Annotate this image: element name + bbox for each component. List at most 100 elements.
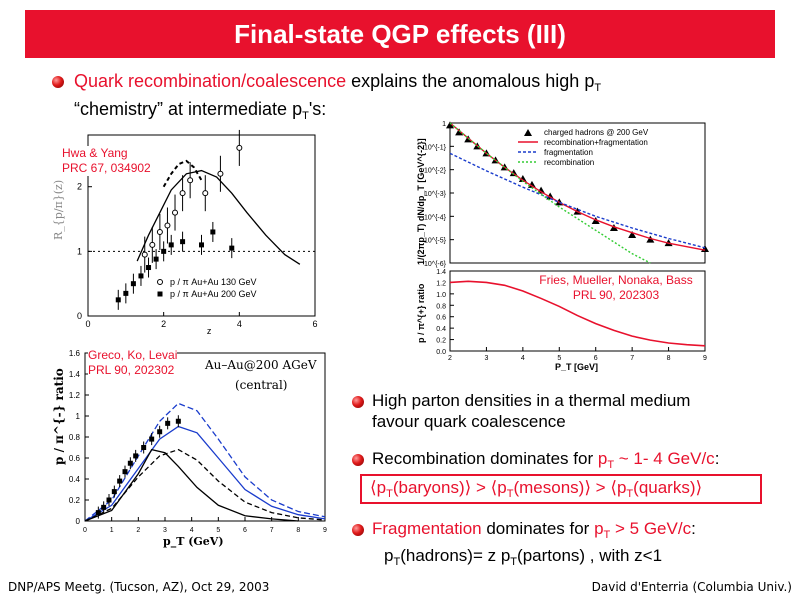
bullet-icon	[352, 454, 364, 466]
subscript: T	[594, 82, 602, 94]
title-banner: Final-state QGP effects (III)	[25, 10, 775, 58]
y-tick-label: 10^{-6}	[424, 261, 447, 268]
data-point-130gev	[236, 144, 243, 151]
ratio-ylabel: p / π^{+} ratio	[416, 283, 426, 343]
x-tick-label: 2	[136, 527, 140, 534]
spectrum-ylabel: 1/(2πp_T) dN/dp_T [GeV^{-2}]	[416, 138, 426, 265]
y-tick-label: 0.8	[69, 433, 81, 442]
data-point-130gev	[202, 190, 209, 197]
bullet-3-text: Recombination dominates for pT ~ 1- 4 Ge…	[372, 448, 720, 471]
pt-symbol: p	[594, 519, 604, 538]
greco-plot: 0 1 2 3 4 5 6 7 8 9 0 0.2 0.4 0.6 0.8 1 1.2 1.4 1.6 p / π^…	[45, 345, 330, 550]
y-tick-label: 0.4	[436, 326, 446, 333]
bullet-4-text: Fragmentation dominates for pT > 5 GeV/c…	[372, 518, 696, 541]
y-tick-label: 1	[442, 121, 446, 128]
x-tick-label: 4	[237, 319, 242, 329]
data-point	[101, 504, 107, 510]
data-point	[111, 489, 117, 495]
bullet-icon	[352, 396, 364, 408]
bullet-4-mid: dominates for	[481, 519, 595, 538]
y-tick-label: 1.6	[69, 349, 81, 358]
y-tick-label: 1.2	[436, 280, 446, 287]
formula-part: (hadrons)= z p	[400, 546, 511, 565]
x-tick-label: 7	[630, 355, 634, 362]
greco-xlabel: p_T (GeV)	[163, 535, 224, 549]
x-tick-label: 5	[557, 355, 561, 362]
subscript: T	[506, 488, 514, 500]
bullet-4-subline: pT(hadrons)= z pT(partons) , with z<1	[384, 545, 662, 568]
subscript: T	[603, 529, 611, 541]
y-tick-label: 0.0	[436, 349, 446, 356]
citation-line: PRC 67, 034902	[62, 161, 151, 175]
data-point	[106, 497, 112, 503]
data-point-200gev	[180, 239, 186, 245]
x-tick-label: 4	[190, 527, 194, 534]
data-point	[149, 436, 155, 442]
data-point	[133, 453, 139, 459]
bullet-1-text: 's:	[308, 99, 327, 119]
colon: :	[691, 519, 696, 538]
y-tick-label: 1.0	[436, 292, 446, 299]
x-tick-label: 0	[83, 527, 87, 534]
citation-line: Greco, Ko, Levai	[88, 348, 178, 362]
data-point-130gev	[187, 177, 194, 184]
curve-recombination	[449, 122, 651, 264]
data-point-130gev	[164, 222, 171, 229]
model-curve	[136, 169, 301, 265]
bullet-icon	[352, 524, 364, 536]
x-tick-label: 2	[161, 319, 166, 329]
footer-left: DNP/APS Meetg. (Tucson, AZ), Oct 29, 200…	[8, 580, 270, 594]
data-point	[95, 510, 101, 516]
data-point-charged-hadrons	[446, 121, 454, 129]
curve-fragmentation	[449, 152, 706, 249]
subscript: T	[607, 459, 615, 471]
y-tick-label: 0.6	[69, 454, 81, 463]
legend-entry: charged hadrons @ 200 GeV	[544, 128, 649, 137]
y-tick-label: 0	[77, 311, 82, 321]
y-tick-label: 0	[76, 517, 81, 526]
legend-marker	[157, 291, 163, 297]
pt-symbol: p	[597, 449, 608, 468]
x-tick-label: 6	[594, 355, 598, 362]
y-tick-label: 10^{-3}	[424, 191, 447, 198]
mean-pt-ordering: ⟨pT(baryons)⟩ > ⟨pT(mesons)⟩ > ⟨pT(quark…	[370, 477, 702, 500]
ordering-part: (mesons)⟩ > ⟨p	[513, 478, 627, 497]
colon: :	[714, 449, 720, 468]
data-point	[127, 460, 133, 466]
y-tick-label: 0.6	[436, 315, 446, 322]
curve-recombination-fragmentation	[449, 122, 706, 251]
pt-range: pT > 5 GeV/c	[594, 519, 691, 541]
x-tick-label: 8	[296, 527, 300, 534]
y-tick-label: 1.4	[69, 370, 81, 379]
subscript: T	[510, 556, 518, 568]
y-tick-label: 10^{-4}	[424, 214, 447, 221]
fragmentation-highlight: Fragmentation	[372, 519, 482, 538]
legend-marker	[524, 129, 532, 136]
subscript: T	[386, 488, 393, 500]
legend-entry: recombination	[544, 158, 594, 167]
data-point-200gev	[115, 297, 121, 303]
data-point	[117, 478, 123, 484]
ratio-frame	[449, 270, 706, 352]
data-point	[122, 469, 128, 475]
ratio-curve	[449, 280, 706, 347]
data-point	[157, 429, 163, 435]
subscript: T	[393, 556, 401, 568]
citation-line: Hwa & Yang	[62, 146, 128, 160]
bullet-1-text: “chemistry” at intermediate p	[74, 99, 303, 119]
formula-part: p	[384, 546, 394, 565]
y-tick-label: 1.2	[69, 391, 81, 400]
highlight-text: Quark recombination/coalescence	[74, 71, 347, 91]
ordering-part: (baryons)⟩ > ⟨p	[392, 478, 507, 497]
x-tick-label: 3	[484, 355, 488, 362]
x-tick-label: 0	[85, 319, 90, 329]
ordering-box	[360, 474, 762, 504]
x-tick-label: 1	[110, 527, 114, 534]
x-tick-label: 5	[216, 527, 220, 534]
data-point-130gev	[149, 241, 156, 248]
data-point-130gev	[172, 209, 179, 216]
subscript: T	[626, 488, 634, 500]
y-tick-label: 1.4	[436, 269, 446, 276]
citation-hwa-yang: Hwa & Yang PRC 67, 034902	[62, 146, 151, 176]
citation-line: PRL 90, 202302	[88, 363, 175, 377]
